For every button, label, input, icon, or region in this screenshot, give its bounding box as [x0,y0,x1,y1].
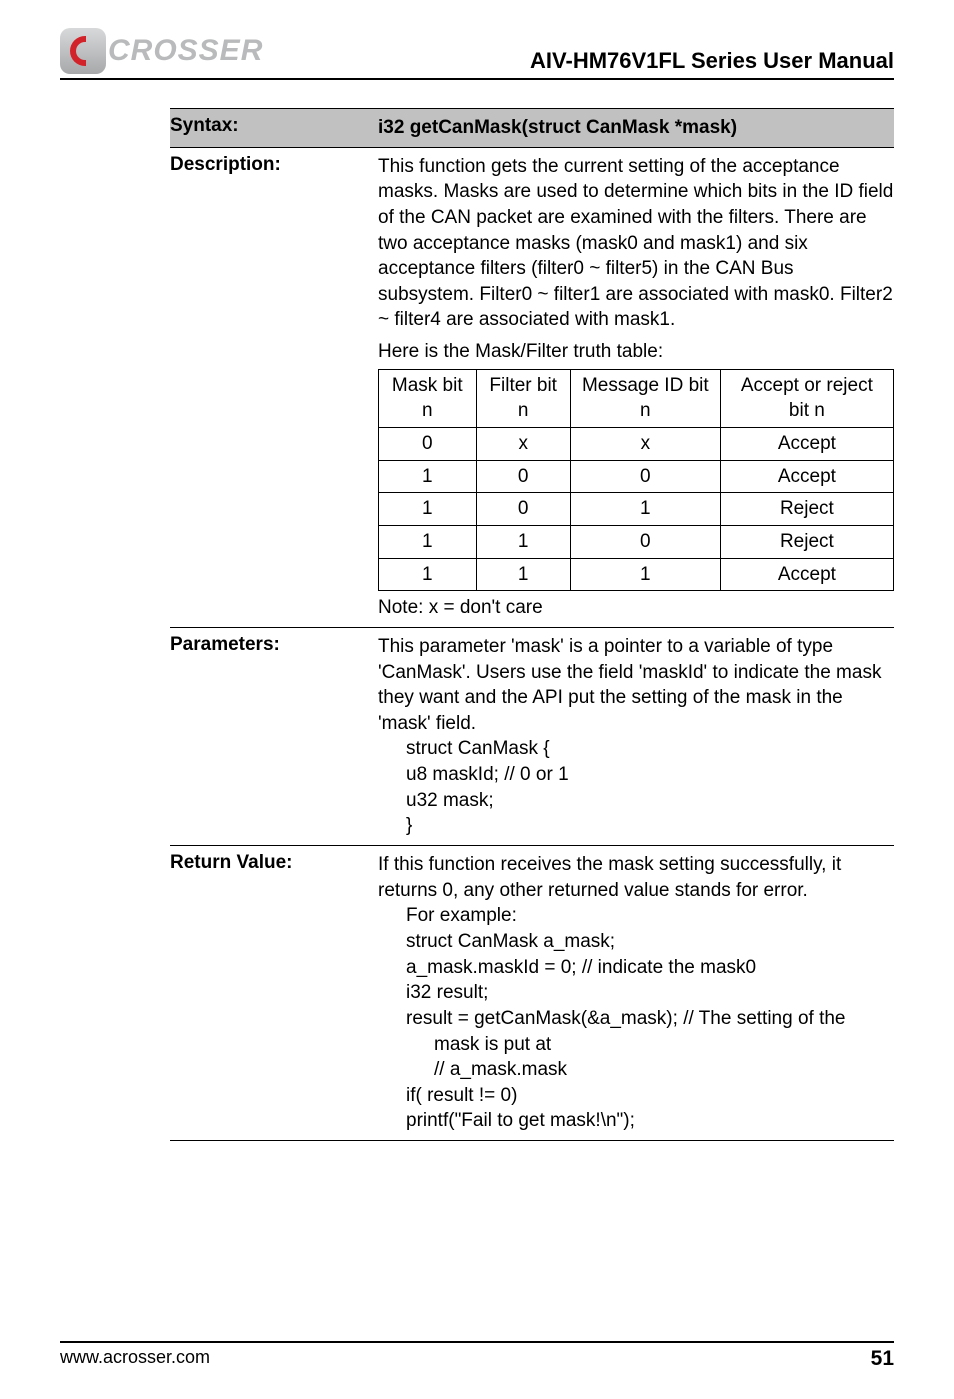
table-row: 1 1 0 Reject [379,525,894,558]
code-line: } [378,813,894,839]
code-line: mask is put at [378,1032,894,1058]
table-cell: 0 [476,493,570,526]
manual-title: AIV-HM76V1FL Series User Manual [530,48,894,74]
table-cell: 1 [379,493,477,526]
table-cell: Accept [720,428,893,461]
logo-icon [60,28,106,74]
description-value: This function gets the current setting o… [378,148,894,627]
table-cell: 1 [476,525,570,558]
code-line: For example: [378,903,894,929]
footer-url: www.acrosser.com [60,1347,210,1368]
logo: CROSSER [60,28,263,74]
table-header: Filter bit n [476,369,570,427]
parameters-label: Parameters: [170,628,378,662]
content-area: Syntax: i32 getCanMask(struct CanMask *m… [170,108,894,1141]
table-row: 1 0 0 Accept [379,460,894,493]
syntax-value: i32 getCanMask(struct CanMask *mask) [378,109,894,147]
return-value-label: Return Value: [170,846,378,880]
table-header: Message ID bit n [570,369,720,427]
code-line: a_mask.maskId = 0; // indicate the mask0 [378,955,894,981]
table-row: 1 1 1 Accept [379,558,894,591]
code-line: struct CanMask { [378,736,894,762]
page-header: CROSSER AIV-HM76V1FL Series User Manual [60,28,894,80]
truth-table: Mask bit n Filter bit n Message ID bit n… [378,369,894,591]
parameters-value: This parameter 'mask' is a pointer to a … [378,628,894,845]
return-value-value: If this function receives the mask setti… [378,846,894,1140]
table-cell: Reject [720,493,893,526]
return-value-body: If this function receives the mask setti… [378,852,894,903]
table-cell: 1 [379,460,477,493]
table-cell: 1 [570,558,720,591]
table-cell: 1 [570,493,720,526]
table-cell: 0 [379,428,477,461]
page-number: 51 [871,1347,894,1371]
code-line: struct CanMask a_mask; [378,929,894,955]
code-line: u32 mask; [378,788,894,814]
code-line: u8 maskId; // 0 or 1 [378,762,894,788]
table-row: 1 0 1 Reject [379,493,894,526]
code-line: i32 result; [378,980,894,1006]
table-header-row: Mask bit n Filter bit n Message ID bit n… [379,369,894,427]
code-line: if( result != 0) [378,1083,894,1109]
table-header: Mask bit n [379,369,477,427]
page-footer: www.acrosser.com 51 [60,1341,894,1371]
truth-intro: Here is the Mask/Filter truth table: [378,339,894,365]
code-line: printf("Fail to get mask!\n"); [378,1108,894,1134]
description-label: Description: [170,148,378,182]
table-cell: Reject [720,525,893,558]
table-cell: Accept [720,558,893,591]
table-cell: 0 [570,525,720,558]
table-cell: 0 [570,460,720,493]
logo-text: CROSSER [108,34,263,68]
table-cell: Accept [720,460,893,493]
table-cell: 1 [379,558,477,591]
table-cell: 1 [379,525,477,558]
parameters-body: This parameter 'mask' is a pointer to a … [378,634,894,737]
description-body: This function gets the current setting o… [378,154,894,333]
truth-note: Note: x = don't care [378,595,894,621]
syntax-row: Syntax: i32 getCanMask(struct CanMask *m… [170,108,894,148]
table-cell: 1 [476,558,570,591]
code-line: result = getCanMask(&a_mask); // The set… [378,1006,894,1032]
table-row: 0 x x Accept [379,428,894,461]
description-row: Description: This function gets the curr… [170,148,894,627]
code-line: // a_mask.mask [378,1057,894,1083]
table-cell: 0 [476,460,570,493]
table-cell: x [476,428,570,461]
table-cell: x [570,428,720,461]
parameters-row: Parameters: This parameter 'mask' is a p… [170,627,894,845]
table-header: Accept or reject bit n [720,369,893,427]
return-value-row: Return Value: If this function receives … [170,845,894,1141]
syntax-label: Syntax: [170,109,378,143]
